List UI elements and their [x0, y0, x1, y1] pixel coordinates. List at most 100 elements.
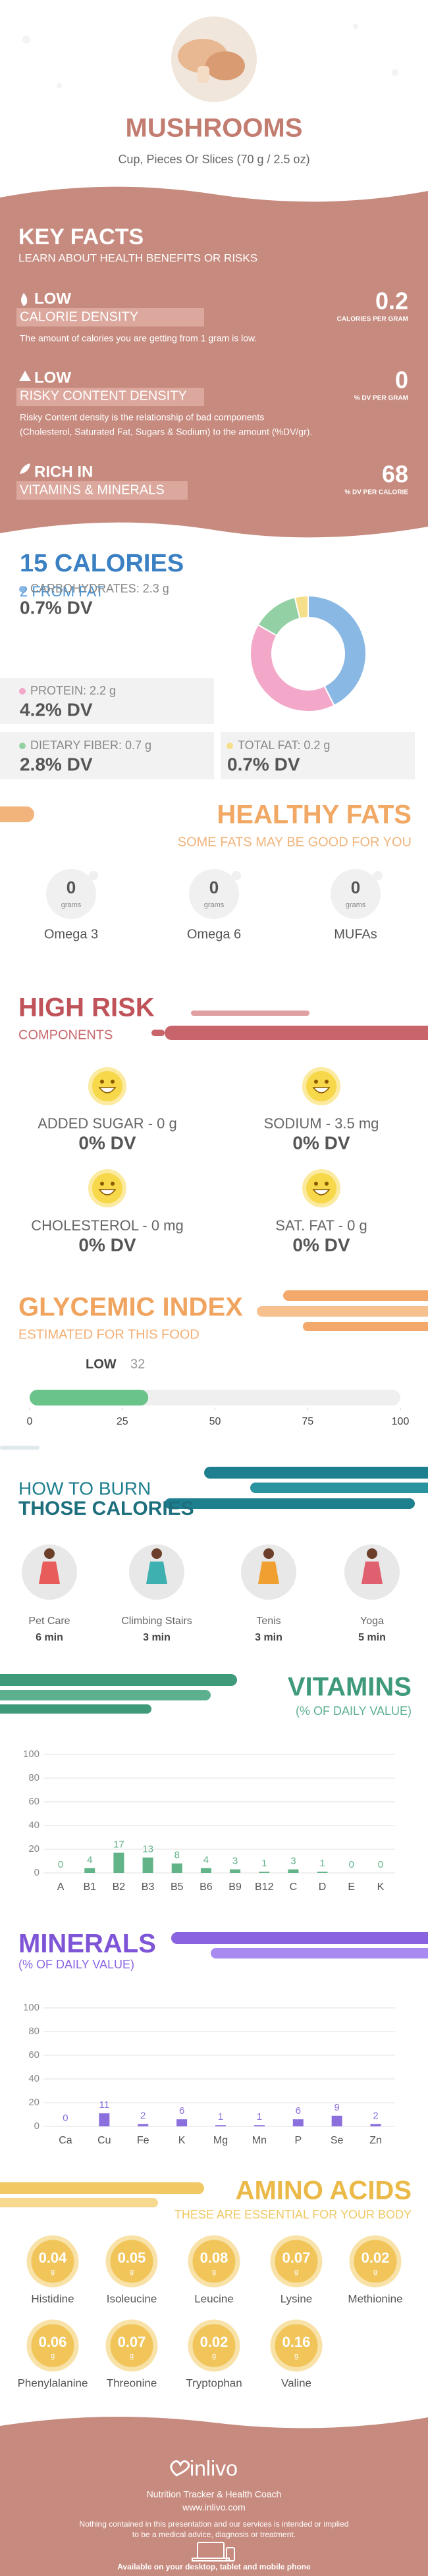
nutrient-label: CARBOHYDRATES: 2.3 g	[30, 582, 169, 595]
activity-body	[146, 1562, 167, 1584]
footer-logo-heart	[170, 2460, 190, 2477]
fact-level: LOW	[34, 369, 71, 386]
fat-dot	[89, 871, 98, 880]
header-decor	[22, 24, 398, 88]
risk-dv: 0% DV	[78, 1132, 136, 1153]
gi-tick-label: 50	[209, 1416, 221, 1427]
bar	[84, 1868, 95, 1873]
amino-value: 0.05	[118, 2249, 146, 2266]
amino-circle	[26, 2319, 79, 2372]
smiley	[302, 1169, 340, 1207]
fat-name: Omega 6	[187, 927, 241, 941]
fat-value: 0	[67, 878, 76, 897]
y-tick-label: 60	[28, 1796, 40, 1807]
amino-circle	[270, 2319, 323, 2372]
legend-dot	[19, 688, 26, 695]
availability: Available on your desktop, tablet and mo…	[117, 2562, 311, 2571]
amino-unit: g	[51, 2352, 55, 2360]
glycemic-value: 32	[130, 1357, 145, 1371]
x-tick-label: B9	[228, 1881, 242, 1893]
fact-description: Risky Content density is the relationshi…	[20, 412, 264, 423]
fact-unit: CALORIES PER GRAM	[337, 316, 408, 323]
y-tick-label: 80	[28, 2026, 40, 2037]
value-label: 0	[58, 1859, 63, 1870]
activity-body	[258, 1562, 279, 1584]
smiley-eye	[314, 1182, 318, 1186]
bar	[317, 1872, 328, 1873]
y-tick-label: 0	[34, 2120, 40, 2132]
amino-value: 0.08	[200, 2249, 228, 2266]
value-label: 3	[232, 1856, 238, 1867]
gi-tick-label: 0	[27, 1416, 33, 1427]
risk-label: SODIUM - 3.5 mg	[264, 1115, 379, 1132]
bar	[288, 1869, 299, 1873]
glycemic-level: LOW	[86, 1357, 117, 1371]
bar	[99, 2113, 110, 2126]
activity-head	[367, 1548, 377, 1559]
amino-value: 0.02	[361, 2249, 390, 2266]
value-label: 11	[99, 2099, 110, 2111]
amino-name: Lysine	[281, 2292, 313, 2305]
activity-body	[361, 1562, 383, 1584]
section-subtitle: (% OF DAILY VALUE)	[18, 1958, 134, 1971]
activity-name: Pet Care	[28, 1616, 70, 1627]
key-icons	[19, 293, 31, 474]
value-label: 6	[179, 2105, 184, 2116]
section-subtitle: (% OF DAILY VALUE)	[296, 1704, 412, 1718]
amino-circle	[349, 2235, 402, 2288]
value-label: 1	[257, 2111, 262, 2122]
y-tick-label: 100	[23, 1748, 40, 1760]
fact-name: CALORIE DENSITY	[20, 309, 138, 324]
gi-tick-label: 75	[302, 1416, 313, 1427]
x-tick-label: B12	[255, 1881, 274, 1893]
section-subtitle: 2 FROM FAT	[20, 583, 104, 600]
bar	[113, 1853, 124, 1873]
value-label: 9	[334, 2102, 339, 2113]
nutrient-label: PROTEIN: 2.2 g	[30, 684, 116, 697]
smiley	[88, 1067, 126, 1105]
risk-dv: 0% DV	[292, 1132, 350, 1153]
fat-circle	[331, 869, 381, 919]
risk-dv: 0% DV	[78, 1234, 136, 1255]
risk-label: SAT. FAT - 0 g	[275, 1217, 367, 1234]
activity-name: Climbing Stairs	[121, 1616, 192, 1627]
title: MUSHROOMS	[126, 114, 303, 143]
amino-unit: g	[212, 2268, 216, 2276]
y-tick-label: 20	[28, 2097, 40, 2108]
section-subtitle: LEARN ABOUT HEALTH BENEFITS OR RISKS	[18, 251, 257, 264]
fact-value: 0.2	[375, 288, 408, 315]
healthy-fats-decor	[0, 806, 34, 822]
amino-unit: g	[294, 2268, 298, 2276]
smiley-mouth	[98, 1087, 117, 1093]
disclaimer: Nothing contained in this presentation a…	[80, 2519, 349, 2529]
fact-value: 0	[395, 367, 408, 394]
x-tick-label: B6	[200, 1881, 213, 1893]
nutrient-label: TOTAL FAT: 0.2 g	[238, 739, 330, 752]
smiley-eye	[314, 1080, 318, 1084]
section-title: VITAMINS	[288, 1673, 412, 1702]
bar	[176, 2119, 188, 2126]
legend-dot	[227, 743, 233, 749]
amino-unit: g	[212, 2352, 216, 2360]
x-tick-label: B3	[142, 1881, 155, 1893]
amino-name: Tryptophan	[186, 2377, 242, 2389]
fact-level: RICH IN	[34, 463, 93, 481]
fat-dot	[232, 871, 241, 880]
nutrient-label: DIETARY FIBER: 0.7 g	[30, 739, 151, 752]
fact-unit: % DV PER CALORIE	[344, 489, 408, 496]
y-tick-label: 100	[23, 2002, 40, 2013]
section-subtitle: SOME FATS MAY BE GOOD FOR YOU	[178, 835, 412, 849]
value-label: 1	[319, 1858, 325, 1869]
amino-name: Valine	[281, 2377, 311, 2389]
minerals-decor	[171, 1932, 428, 1958]
x-tick-label: A	[57, 1881, 65, 1893]
amino-circle	[188, 2319, 240, 2372]
fat-unit: grams	[61, 901, 82, 909]
fact-name: RISKY CONTENT DENSITY	[20, 388, 187, 403]
x-tick-label: K	[178, 2135, 186, 2146]
fact-unit: % DV PER GRAM	[354, 395, 408, 402]
amino-name: Leucine	[194, 2292, 234, 2305]
glycemic-decor	[257, 1290, 428, 1331]
